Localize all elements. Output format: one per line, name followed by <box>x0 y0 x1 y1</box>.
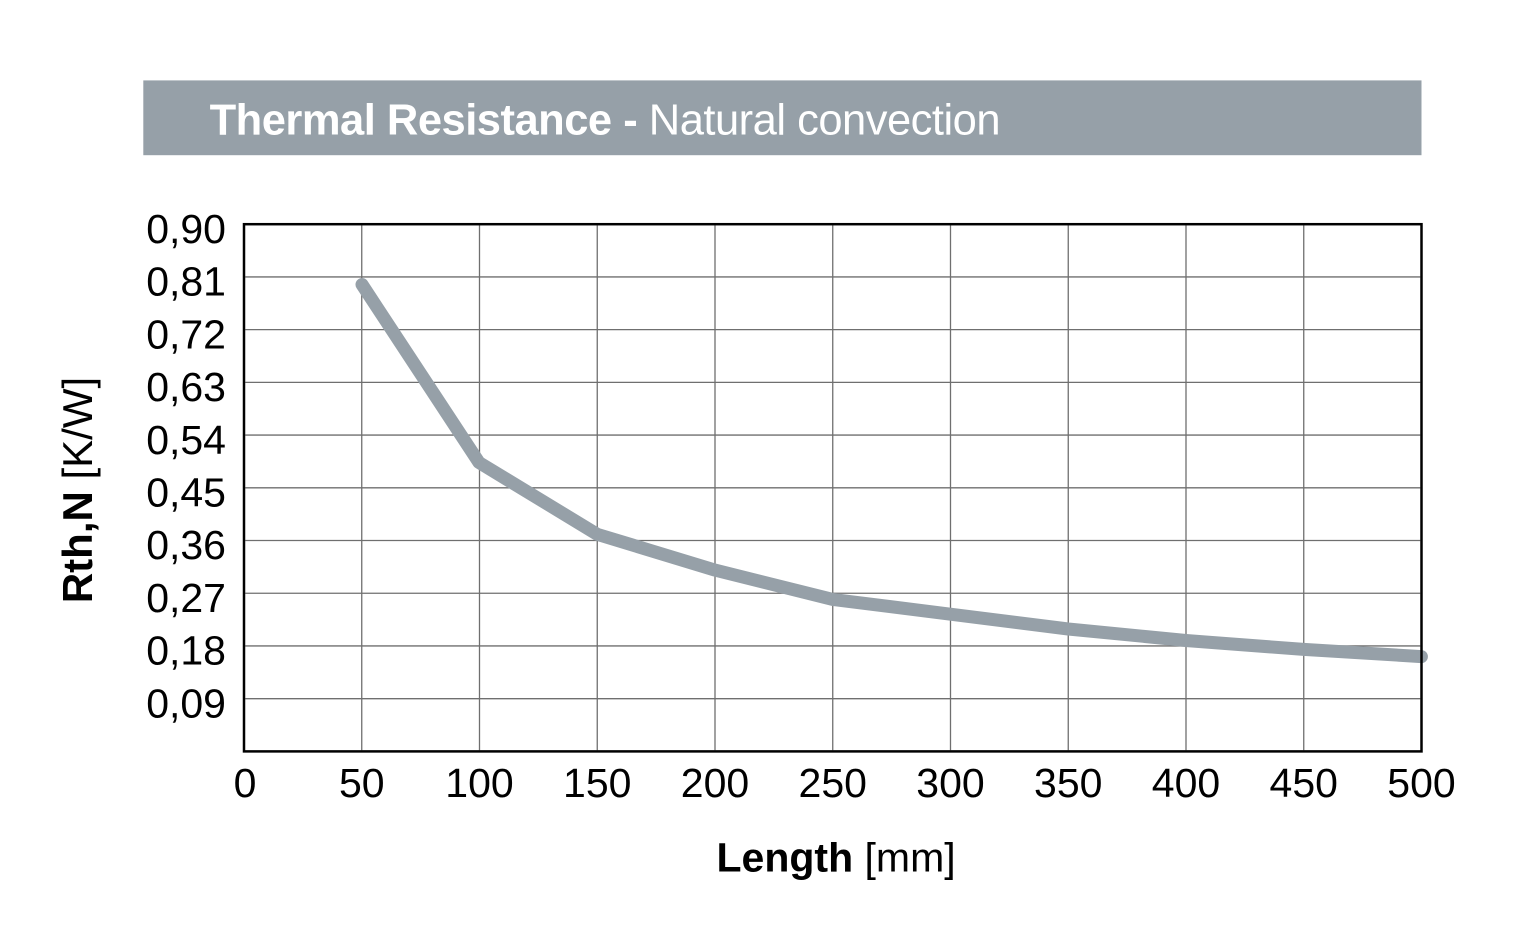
svg-text:0,27: 0,27 <box>146 575 226 621</box>
svg-text:0,81: 0,81 <box>146 259 226 305</box>
svg-text:0: 0 <box>234 760 257 806</box>
svg-text:0,45: 0,45 <box>146 470 226 516</box>
svg-text:450: 450 <box>1270 760 1338 806</box>
svg-text:100: 100 <box>445 760 513 806</box>
svg-text:500: 500 <box>1387 760 1455 806</box>
svg-text:0,09: 0,09 <box>146 680 226 726</box>
svg-text:0,54: 0,54 <box>146 417 226 463</box>
svg-text:0,72: 0,72 <box>146 311 226 357</box>
svg-text:0,63: 0,63 <box>146 364 226 410</box>
svg-text:0,90: 0,90 <box>146 206 226 252</box>
svg-text:50: 50 <box>339 760 385 806</box>
svg-text:250: 250 <box>799 760 867 806</box>
svg-text:200: 200 <box>681 760 749 806</box>
svg-text:0,18: 0,18 <box>146 628 226 674</box>
svg-text:Thermal Resistance - Natural c: Thermal Resistance - Natural convection <box>210 97 1000 145</box>
svg-text:0,36: 0,36 <box>146 522 226 568</box>
svg-text:Rth,N [K/W]: Rth,N [K/W] <box>54 377 101 603</box>
svg-text:350: 350 <box>1034 760 1102 806</box>
svg-text:300: 300 <box>916 760 984 806</box>
svg-text:150: 150 <box>563 760 631 806</box>
svg-text:Length [mm]: Length [mm] <box>717 835 956 881</box>
svg-text:400: 400 <box>1152 760 1220 806</box>
